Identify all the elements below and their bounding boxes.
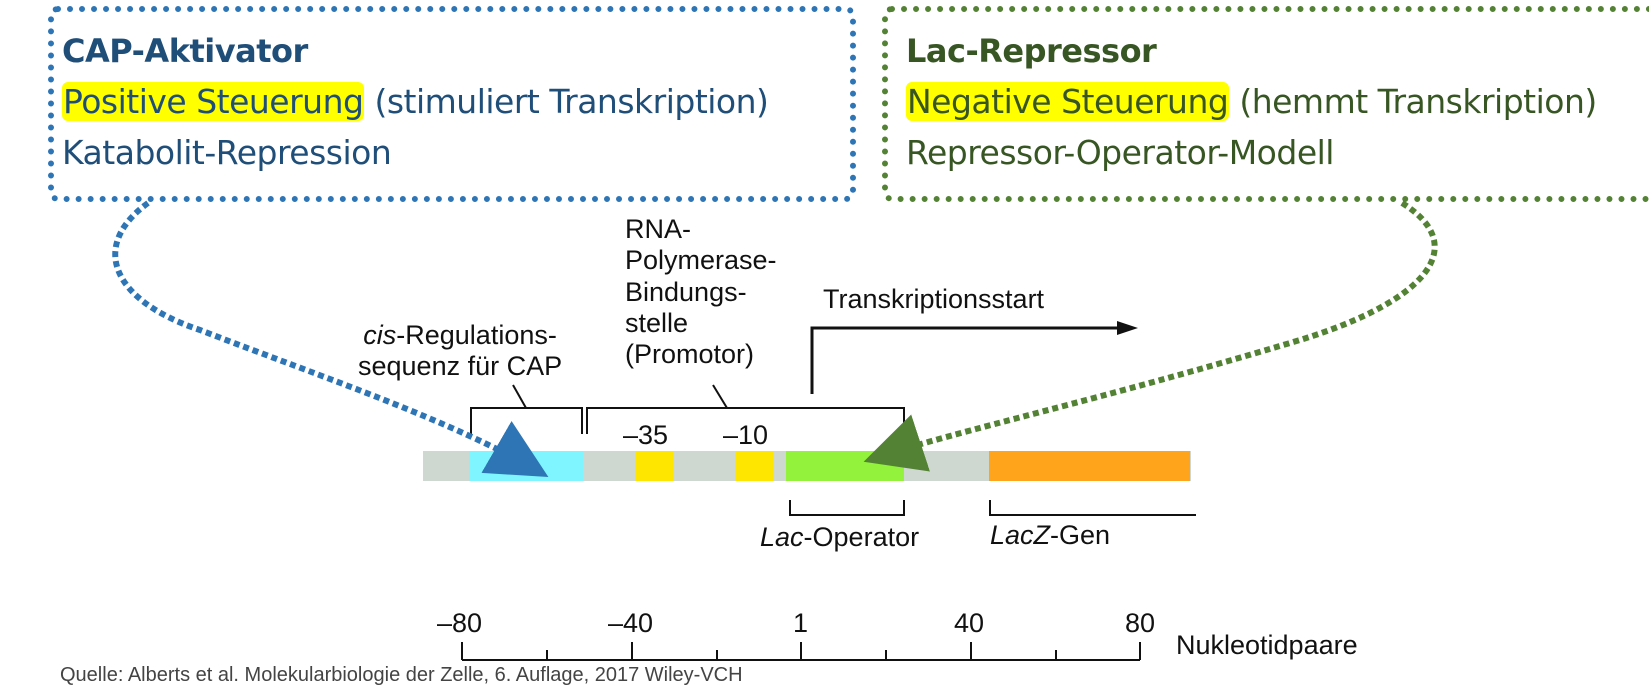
cis-italic: cis xyxy=(363,320,397,350)
lacz-gene-label: LacZ-Gen xyxy=(990,520,1110,551)
cis-bracket xyxy=(470,407,583,434)
lac-italic: Lac xyxy=(760,522,804,552)
cis-label-line2: sequenz für CAP xyxy=(358,351,563,382)
minus10-label: –10 xyxy=(723,420,769,450)
transcription-start-line xyxy=(810,326,1122,394)
cap-line3: Katabolit-Repression xyxy=(62,133,392,172)
lacz-gene-rest: -Gen xyxy=(1050,520,1111,550)
source-caption: Quelle: Alberts et al. Molekularbiologie… xyxy=(60,664,743,686)
transcription-start-arrowhead xyxy=(1117,321,1138,335)
cap-control-line: Positive Steuerung (stimuliert Transkrip… xyxy=(62,82,769,121)
lac-operator-rest: -Operator xyxy=(803,522,920,552)
lac-operator-bracket xyxy=(789,500,905,516)
transcription-start-label: Transkriptionsstart xyxy=(823,284,1045,314)
lac-control-line: Negative Steuerung (hemmt Transkription) xyxy=(906,82,1597,121)
minus10-box xyxy=(735,451,773,481)
lacz-italic: LacZ xyxy=(990,520,1051,550)
scale-unit-label: Nukleotidpaare xyxy=(1176,630,1358,660)
lac-repressor-box: Lac-Repressor Negative Steuerung (hemmt … xyxy=(882,6,1649,202)
rna-label-line5: (Promotor) xyxy=(625,339,755,370)
lac-title: Lac-Repressor xyxy=(906,32,1157,70)
rna-label-line1: RNA- xyxy=(625,214,691,244)
lac-operator-region xyxy=(786,451,904,481)
cap-control-rest: (stimuliert Transkription) xyxy=(364,82,769,121)
cap-highlight: Positive Steuerung xyxy=(62,82,365,121)
cis-rest: -Regulations- xyxy=(396,320,557,350)
minus35-box xyxy=(635,451,673,481)
lac-line3: Repressor-Operator-Modell xyxy=(906,133,1334,172)
scale-label-minus40: –40 xyxy=(608,608,654,638)
cis-label-line1: cis-Regulations- xyxy=(358,320,562,351)
cap-activator-box: CAP-Aktivator Positive Steuerung (stimul… xyxy=(48,6,856,202)
scale-label-40: 40 xyxy=(954,608,985,638)
lacz-bracket xyxy=(989,500,1196,516)
rna-label-line4: stelle xyxy=(625,307,689,338)
scale-label-80: 80 xyxy=(1125,608,1156,638)
minus35-label: –35 xyxy=(623,420,669,450)
lac-operator-label: Lac-Operator xyxy=(760,522,919,553)
scale-label-1: 1 xyxy=(793,608,809,638)
cap-binding-site xyxy=(469,451,583,481)
lac-highlight: Negative Steuerung xyxy=(906,82,1230,121)
scale-label-minus80: –80 xyxy=(437,608,483,638)
cis-regulation-label: cis-Regulations- sequenz für CAP xyxy=(358,320,562,383)
lac-control-rest: (hemmt Transkription) xyxy=(1229,82,1597,121)
lacz-gene-region xyxy=(989,451,1190,481)
cap-title: CAP-Aktivator xyxy=(62,32,308,70)
rna-label-line3: Bindungs- xyxy=(625,276,747,307)
cap-connector-arrow xyxy=(112,200,549,478)
cis-bracket-pointer xyxy=(512,384,527,409)
promoter-bracket-pointer xyxy=(712,384,728,409)
lac-connector-arrow xyxy=(863,200,1438,472)
rna-polymerase-label: RNA- Polymerase- Bindungs- stelle (Promo… xyxy=(625,214,777,371)
rna-label-line2: Polymerase- xyxy=(625,245,777,276)
